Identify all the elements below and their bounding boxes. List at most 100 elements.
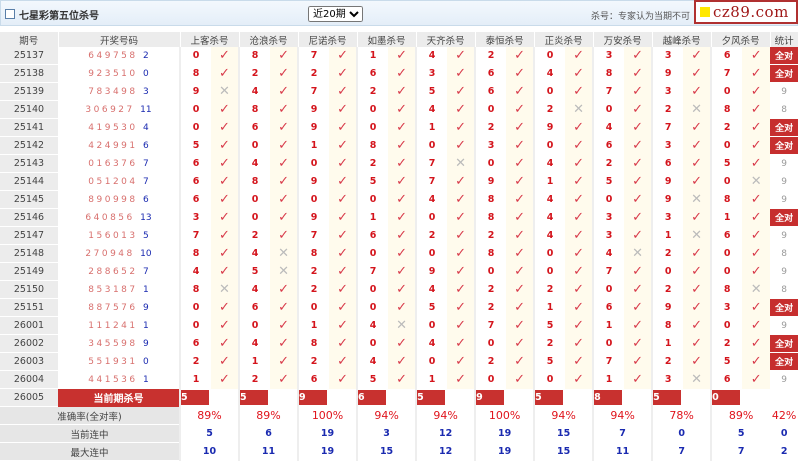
check-icon: ✓ (742, 118, 771, 137)
header-expert: 上客杀号 (180, 32, 240, 47)
kill-number: 9 (474, 172, 507, 191)
check-icon: ✓ (742, 82, 771, 101)
check-icon: ✓ (270, 334, 299, 353)
streak-row-value: 15 (533, 424, 594, 443)
kill-number: 2 (297, 64, 330, 83)
cross-icon: ✕ (624, 244, 653, 263)
current-kill-number: 6 (359, 390, 387, 405)
draw-number-cell: 649758 2 (58, 47, 180, 65)
max-streak-row-value: 11 (592, 442, 653, 461)
check-icon: ✓ (388, 352, 417, 371)
draw-number-cell: 853187 1 (58, 281, 180, 299)
collapse-checkbox[interactable] (5, 9, 15, 19)
kill-number: 6 (179, 190, 211, 209)
draw-number-cell: 270948 10 (58, 245, 180, 263)
kill-number: 0 (592, 100, 625, 119)
kill-number: 0 (238, 136, 271, 155)
check-icon: ✓ (447, 280, 476, 299)
check-icon: ✓ (683, 172, 712, 191)
kill-number: 6 (297, 370, 330, 389)
check-icon: ✓ (270, 298, 299, 317)
draw-digits: 156013 (88, 230, 138, 241)
draw-sum: 0 (143, 356, 149, 367)
check-icon: ✓ (506, 316, 535, 335)
kill-number: 4 (238, 334, 271, 353)
check-icon: ✓ (388, 226, 417, 245)
cross-icon: ✕ (683, 370, 712, 389)
check-icon: ✓ (624, 298, 653, 317)
draw-number-cell: 923510 0 (58, 65, 180, 83)
current-kill-number: 9 (477, 390, 505, 405)
check-icon: ✓ (565, 118, 594, 137)
draw-digits: 853187 (88, 284, 138, 295)
draw-digits: 345598 (88, 338, 138, 349)
current-kill-cell: 9 (297, 388, 358, 407)
kill-number: 2 (474, 226, 507, 245)
check-icon: ✓ (211, 208, 240, 227)
cross-icon: ✕ (447, 154, 476, 173)
draw-sum: 7 (143, 176, 149, 187)
current-kill-cell: 5 (415, 388, 476, 407)
check-icon: ✓ (683, 118, 712, 137)
stat-cell: 全对 (770, 334, 798, 353)
cross-icon: ✕ (683, 100, 712, 119)
draw-digits: 051204 (88, 176, 138, 187)
kill-number: 4 (238, 82, 271, 101)
max-streak-row-label: 最大连中 (0, 442, 180, 461)
kill-number: 4 (356, 316, 389, 335)
kill-number: 4 (533, 64, 566, 83)
kill-number: 2 (474, 352, 507, 371)
check-icon: ✓ (624, 136, 653, 155)
kill-number: 3 (710, 298, 743, 317)
check-icon: ✓ (270, 82, 299, 101)
issue-cell: 25150 (0, 280, 58, 299)
accuracy-row-value: 94% (592, 406, 653, 425)
table-row: 25146 640856 13 3 ✓ 0 ✓ 9 ✓ 1 ✓ 0 ✓ 8 ✓ 4 ✓ 3 ✓ 3 ✓ 1 ✓ 全对 (0, 208, 798, 227)
check-icon: ✓ (565, 82, 594, 101)
draw-number-cell: 288652 7 (58, 263, 180, 281)
draw-sum: 1 (143, 374, 149, 385)
kill-number: 7 (297, 47, 330, 65)
kill-number: 4 (415, 280, 448, 299)
check-icon: ✓ (329, 154, 358, 173)
draw-number-cell: 111241 1 (58, 317, 180, 335)
kill-number: 8 (238, 100, 271, 119)
header-expert: 正炎杀号 (534, 32, 594, 47)
draw-sum: 13 (140, 212, 152, 223)
kill-number: 5 (356, 172, 389, 191)
kill-number: 1 (415, 370, 448, 389)
stat-cell: 9 (781, 374, 788, 385)
kill-number: 0 (297, 154, 330, 173)
check-icon: ✓ (211, 100, 240, 119)
streak-row-stat: 0 (780, 428, 788, 439)
kill-number: 8 (238, 47, 271, 65)
check-icon: ✓ (447, 262, 476, 281)
kill-number: 6 (710, 226, 743, 245)
period-select[interactable]: 近20期 (308, 6, 363, 22)
current-kill-number: 9 (300, 390, 328, 405)
check-icon: ✓ (506, 64, 535, 83)
check-icon: ✓ (624, 64, 653, 83)
site-logo: cz89.com (694, 0, 798, 24)
cross-icon: ✕ (270, 262, 299, 281)
draw-number-cell: 441536 1 (58, 371, 180, 389)
check-icon: ✓ (683, 316, 712, 335)
kill-number: 2 (533, 100, 566, 119)
kill-number: 3 (651, 82, 684, 101)
draw-number-cell: 783498 3 (58, 83, 180, 101)
page-title: 七星彩第五位杀号 (19, 11, 99, 22)
check-icon: ✓ (447, 352, 476, 371)
check-icon: ✓ (211, 334, 240, 353)
current-kill-cell: 0 (710, 388, 771, 407)
kill-number: 4 (533, 208, 566, 227)
accuracy-row-value: 94% (356, 406, 417, 425)
check-icon: ✓ (742, 316, 771, 335)
check-icon: ✓ (683, 244, 712, 263)
accuracy-row-value: 89% (710, 406, 771, 425)
kill-number: 9 (415, 262, 448, 281)
draw-sum: 5 (143, 230, 149, 241)
current-kill-number: 5 (182, 390, 209, 405)
kill-number: 5 (415, 82, 448, 101)
kill-number: 0 (415, 316, 448, 335)
current-kill-number: 5 (536, 390, 564, 405)
